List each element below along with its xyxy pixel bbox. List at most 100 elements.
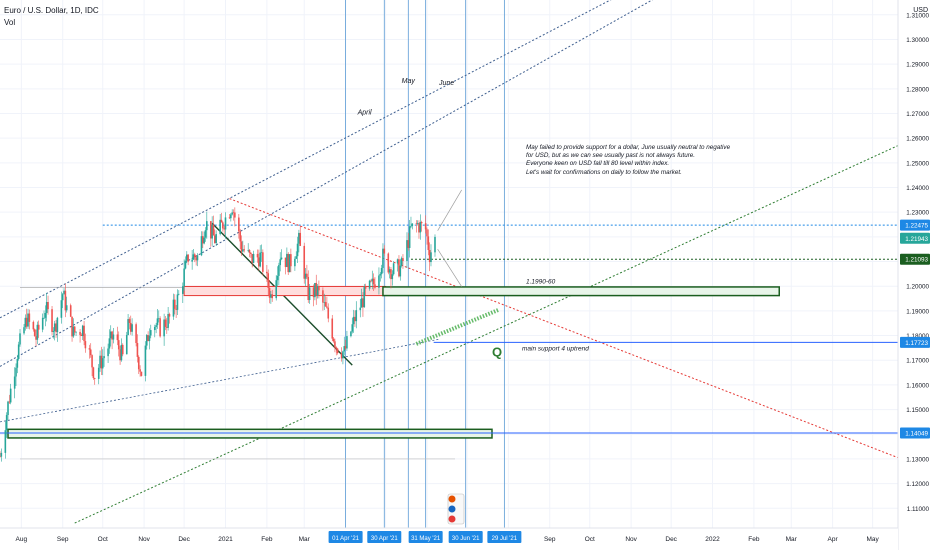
candle: [234, 207, 236, 227]
candle-body: [242, 249, 244, 252]
y-tick-label-15: 1.26000: [906, 136, 929, 143]
candle: [97, 364, 100, 385]
candle-body: [194, 254, 196, 258]
candle-body: [398, 259, 400, 277]
candle-body: [7, 401, 9, 416]
candle-body: [271, 294, 274, 299]
candle: [53, 320, 56, 341]
y-tick-label-4: 1.15000: [906, 407, 929, 414]
candle-body: [260, 252, 263, 253]
price-label-1: 1.21943: [905, 236, 928, 243]
candle: [16, 354, 19, 374]
candle-body: [36, 324, 39, 340]
candle: [4, 421, 7, 459]
price-label-3: 1.17723: [905, 340, 928, 347]
candle-body: [5, 415, 8, 431]
candle: [259, 245, 261, 268]
y-tick-label-20: 1.31000: [906, 12, 929, 19]
candle-body: [316, 286, 319, 296]
candle: [64, 283, 67, 318]
candle-body: [129, 322, 132, 332]
candle: [280, 249, 283, 261]
candle: [148, 328, 151, 350]
price-label-bg-1: [900, 232, 930, 244]
candle: [131, 318, 133, 336]
candle-body: [97, 367, 100, 379]
candle: [120, 338, 123, 362]
candle-body: [191, 259, 193, 262]
candle: [7, 400, 9, 420]
candle: [430, 244, 432, 267]
candle: [192, 249, 195, 261]
candle: [61, 292, 64, 309]
candle: [129, 315, 132, 335]
candle-body: [322, 290, 324, 303]
candle: [390, 266, 392, 289]
x-tick-label-21: May: [867, 536, 880, 543]
candle-body: [32, 321, 35, 330]
candle-body: [238, 217, 240, 232]
candle-body: [336, 348, 339, 354]
candle: [359, 299, 362, 318]
candle: [175, 304, 177, 318]
candle-body: [13, 376, 16, 389]
candle-body: [63, 290, 65, 295]
candle-body: [418, 223, 420, 233]
candle: [326, 296, 328, 309]
candle: [73, 326, 76, 336]
projection-down-arrow: [437, 249, 462, 287]
volume-label[interactable]: Vol: [4, 18, 16, 27]
x-tick-label-6: Feb: [261, 536, 273, 543]
candle-body: [396, 259, 399, 264]
candle: [13, 367, 16, 399]
y-tick-label-13: 1.24000: [906, 185, 929, 192]
candle: [296, 236, 299, 264]
symbol-title[interactable]: Euro / U.S. Dollar, 1D, IDC: [4, 6, 99, 15]
candle: [75, 331, 77, 337]
candle: [56, 316, 59, 342]
y-tick-label-7: 1.18000: [906, 333, 929, 340]
candle-body: [222, 222, 224, 229]
candle-body: [125, 335, 128, 355]
candle-body: [363, 286, 366, 308]
candle: [315, 274, 318, 305]
candle: [418, 220, 420, 239]
candle-body: [230, 214, 232, 219]
candle-body: [64, 290, 67, 311]
candle-body: [408, 226, 411, 248]
candle-body: [128, 319, 131, 323]
candle-body: [33, 329, 36, 337]
candle-body: [434, 236, 436, 253]
candle: [99, 350, 101, 372]
candle: [93, 377, 96, 385]
candle: [149, 324, 152, 339]
candle: [316, 283, 319, 299]
candle: [420, 220, 423, 232]
candle-body: [220, 219, 223, 223]
candle-body: [240, 241, 243, 252]
candle-body: [165, 326, 168, 328]
candle-body: [27, 313, 29, 327]
candle: [362, 292, 364, 317]
note-line-1: May failed to provide support for a doll…: [526, 144, 731, 151]
candle-body: [73, 326, 76, 333]
candle-body: [354, 316, 356, 322]
y-tick-label-17: 1.28000: [906, 86, 929, 93]
candle-body: [149, 330, 152, 336]
candle: [371, 270, 374, 290]
candle: [17, 341, 20, 361]
candle: [44, 305, 47, 327]
x-tick-label-1: Sep: [57, 536, 69, 543]
candle: [33, 328, 36, 337]
candle: [308, 284, 311, 304]
month-annotation-1: May: [402, 78, 416, 85]
candle: [43, 310, 45, 320]
candle: [212, 215, 215, 236]
candle: [163, 313, 165, 346]
candle-body: [79, 331, 81, 335]
x-tick-label-16: Dec: [665, 536, 677, 543]
candle: [352, 309, 355, 333]
candle-body: [108, 338, 111, 349]
candle: [400, 256, 403, 268]
